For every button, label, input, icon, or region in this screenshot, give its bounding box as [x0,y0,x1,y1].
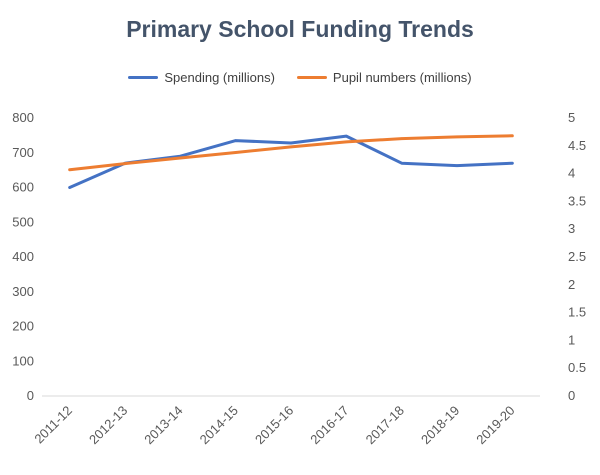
data-point-spending [511,161,514,165]
y-left-tick-label: 600 [12,180,34,195]
data-point-spending [400,161,403,165]
y-left-tick-label: 800 [12,110,34,125]
y-right-tick-label: 0 [568,388,575,403]
x-tick-label: 2011-12 [31,403,75,447]
chart-title: Primary School Funding Trends [126,16,474,42]
y-left-tick-label: 200 [12,319,34,334]
data-point-spending [455,164,459,167]
legend-item-spending: Spending (millions) [128,70,275,85]
x-tick-label: 2017-18 [363,403,407,447]
data-point-pupils [511,134,514,137]
y-left-tick-label: 700 [12,145,34,160]
y-left-tick-label: 500 [12,214,34,229]
data-point-pupils [234,151,237,154]
y-right-tick-label: 3.5 [568,193,586,208]
legend-swatch-pupils [296,76,327,79]
y-right-tick-label: 0.5 [568,360,586,375]
x-tick-label: 2015-16 [252,403,296,447]
y-right-tick-label: 4.5 [568,138,586,153]
x-tick-label: 2014-15 [197,403,241,447]
y-left-tick-label: 400 [12,249,34,264]
data-point-pupils [345,140,348,144]
y-right-tick-label: 1 [568,332,575,347]
y-right-tick-label: 4 [568,166,575,181]
legend-swatch-spending [128,76,159,79]
data-point-spending [345,134,348,138]
data-point-spending [289,141,293,145]
y-right-tick-label: 2.5 [568,249,586,264]
legend-label-pupils: Pupil numbers (millions) [332,70,472,85]
data-point-pupils [400,137,403,140]
legend-label-spending: Spending (millions) [164,70,275,85]
y-right-tick-label: 5 [568,110,575,125]
data-point-spending [234,139,237,142]
y-right-tick-label: 2 [568,277,575,292]
y-right-tick-label: 3 [568,221,575,236]
chart-legend: Spending (millions) Pupil numbers (milli… [0,70,600,85]
x-tick-label: 2012-13 [86,403,130,447]
data-point-pupils [179,156,182,160]
y-right-tick-label: 1.5 [568,305,586,320]
x-tick-label: 2018-19 [418,403,462,447]
x-tick-label: 2013-14 [141,403,185,447]
y-left-tick-label: 100 [12,353,34,368]
y-left-tick-label: 300 [12,284,34,299]
data-point-spending [68,186,71,189]
y-left-tick-label: 0 [27,388,34,403]
data-point-pupils [68,168,71,171]
data-point-pupils [123,162,127,165]
data-point-pupils [455,135,459,139]
x-tick-label: 2016-17 [307,403,351,447]
legend-item-pupils: Pupil numbers (millions) [296,70,472,85]
x-tick-label: 2019-20 [473,403,517,447]
data-point-pupils [289,145,293,149]
